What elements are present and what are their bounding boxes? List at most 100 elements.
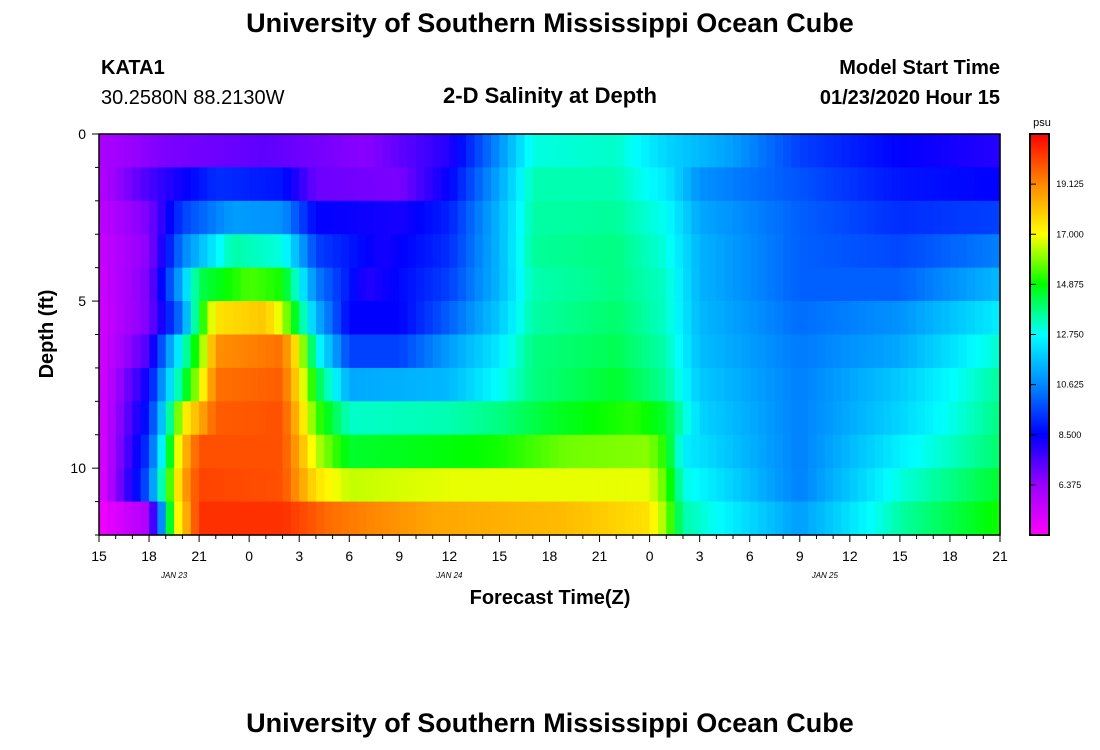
- heatmap-cell: [632, 301, 642, 336]
- heatmap-cell: [607, 167, 617, 202]
- heatmap-cell: [249, 234, 259, 269]
- heatmap-cell: [758, 367, 767, 402]
- heatmap-cell: [390, 434, 400, 469]
- heatmap-cell: [657, 367, 667, 402]
- heatmap-cell: [541, 401, 551, 436]
- heatmap-cell: [941, 301, 951, 336]
- heatmap-cell: [641, 234, 651, 269]
- heatmap-cell: [682, 367, 692, 402]
- heatmap-cell: [224, 434, 234, 469]
- heatmap-cell: [324, 501, 334, 536]
- heatmap-cell: [107, 468, 117, 503]
- heatmap-cell: [682, 468, 692, 503]
- heatmap-cell: [157, 301, 167, 336]
- heatmap-cell: [399, 468, 409, 503]
- heatmap-cell: [607, 468, 617, 503]
- heatmap-cell: [599, 468, 609, 503]
- heatmap-cell: [883, 434, 893, 469]
- x-tick-label: 6: [345, 548, 353, 564]
- heatmap-cell: [908, 234, 918, 269]
- heatmap-cell: [916, 267, 926, 302]
- heatmap-cell: [566, 434, 576, 469]
- heatmap-cell: [708, 468, 717, 503]
- heatmap-cell: [390, 501, 400, 536]
- heatmap-cell: [174, 367, 184, 402]
- heatmap-cell: [749, 167, 759, 202]
- heatmap-cell: [482, 434, 492, 469]
- heatmap-cell: [399, 301, 409, 336]
- heatmap-cell: [499, 501, 509, 536]
- heatmap-cell: [524, 334, 534, 369]
- heatmap-cell: [557, 401, 567, 436]
- heatmap-cell: [866, 434, 876, 469]
- heatmap-cell: [841, 501, 851, 536]
- heatmap-cell: [499, 167, 509, 202]
- heatmap-cell: [257, 401, 267, 436]
- heatmap-cell: [290, 401, 300, 436]
- heatmap-cell: [265, 234, 275, 269]
- heatmap-cell: [816, 501, 826, 536]
- heatmap-cell: [674, 200, 684, 235]
- heatmap-cell: [349, 367, 359, 402]
- heatmap-cell: [441, 401, 450, 436]
- heatmap-cell: [858, 267, 868, 302]
- heatmap-cell: [833, 200, 843, 235]
- heatmap-cell: [682, 200, 692, 235]
- heatmap-cell: [983, 334, 993, 369]
- heatmap-cell: [215, 134, 225, 169]
- heatmap-cell: [833, 501, 843, 536]
- heatmap-cell: [307, 200, 317, 235]
- heatmap-cell: [808, 367, 818, 402]
- heatmap-cell: [599, 334, 609, 369]
- heatmap-cell: [808, 267, 818, 302]
- heatmap-cell: [432, 267, 442, 302]
- heatmap-cell: [466, 234, 476, 269]
- heatmap-cell: [849, 301, 859, 336]
- heatmap-cell: [482, 267, 492, 302]
- heatmap-cell: [332, 468, 342, 503]
- heatmap-cell: [574, 267, 584, 302]
- heatmap-cell: [582, 434, 592, 469]
- heatmap-cell: [282, 134, 292, 169]
- heatmap-cell: [382, 200, 392, 235]
- heatmap-cell: [416, 267, 425, 302]
- heatmap-cell: [282, 167, 292, 202]
- heatmap-cell: [958, 134, 968, 169]
- heatmap-cell: [240, 200, 250, 235]
- heatmap-cell: [132, 267, 142, 302]
- heatmap-cell: [733, 234, 742, 269]
- heatmap-cell: [674, 501, 684, 536]
- heatmap-cell: [708, 200, 717, 235]
- heatmap-cell: [115, 334, 125, 369]
- heatmap-cell: [207, 200, 217, 235]
- heatmap-cell: [149, 234, 158, 269]
- heatmap-cell: [315, 267, 325, 302]
- heatmap-cell: [491, 501, 501, 536]
- heatmap-cell: [307, 234, 317, 269]
- heatmap-cell: [457, 200, 467, 235]
- heatmap-cell: [766, 200, 776, 235]
- heatmap-cell: [724, 200, 734, 235]
- page-title-bottom: University of Southern Mississippi Ocean…: [246, 708, 854, 738]
- heatmap-cell: [399, 334, 409, 369]
- heatmap-cell: [399, 267, 409, 302]
- heatmap-cell: [524, 434, 534, 469]
- heatmap-cell: [432, 334, 442, 369]
- heatmap-cell: [516, 134, 526, 169]
- heatmap-cell: [649, 267, 659, 302]
- heatmap-cell: [557, 134, 567, 169]
- heatmap-cell: [616, 234, 626, 269]
- heatmap-cell: [457, 401, 467, 436]
- heatmap-cell: [249, 367, 259, 402]
- heatmap-cell: [966, 367, 976, 402]
- heatmap-cell: [691, 367, 701, 402]
- heatmap-cell: [340, 167, 350, 202]
- heatmap-cell: [849, 434, 859, 469]
- heatmap-cell: [799, 501, 809, 536]
- heatmap-cell: [549, 234, 559, 269]
- heatmap-cell: [482, 501, 492, 536]
- heatmap-cell: [274, 267, 284, 302]
- heatmap-cell: [649, 367, 659, 402]
- heatmap-cell: [582, 200, 592, 235]
- heatmap-cell: [257, 167, 267, 202]
